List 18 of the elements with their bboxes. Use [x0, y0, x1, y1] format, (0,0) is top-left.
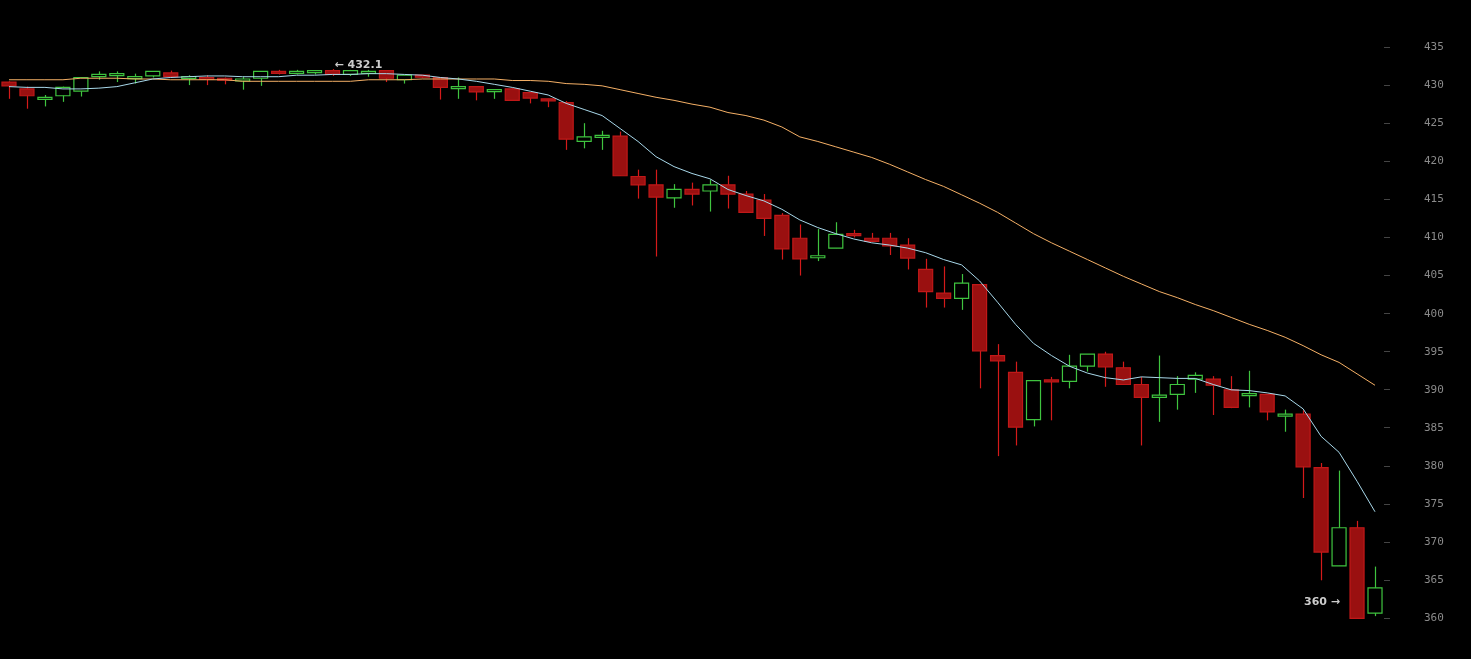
annotation: 360 → [1303, 595, 1340, 609]
y-tick-label: 410 [1424, 230, 1444, 244]
y-tick-label: 435 [1424, 39, 1444, 53]
y-tick-label: 385 [1424, 420, 1444, 434]
y-tick-label: 415 [1424, 192, 1444, 206]
annotation: ← 432.1 [334, 57, 383, 71]
y-tick-label: 380 [1424, 458, 1444, 472]
y-tick-label: 400 [1424, 306, 1444, 320]
y-tick-label: 375 [1424, 496, 1444, 510]
y-tick-label: 365 [1424, 573, 1444, 587]
y-tick-label: 390 [1424, 382, 1444, 396]
y-tick-label: 425 [1424, 116, 1444, 130]
y-tick-label: 405 [1424, 268, 1444, 282]
y-tick-label: 370 [1424, 535, 1444, 549]
y-tick-label: 395 [1424, 344, 1444, 358]
y-tick-label: 430 [1424, 77, 1444, 91]
y-tick-label: 360 [1424, 611, 1444, 625]
y-tick-label: 420 [1424, 154, 1444, 168]
